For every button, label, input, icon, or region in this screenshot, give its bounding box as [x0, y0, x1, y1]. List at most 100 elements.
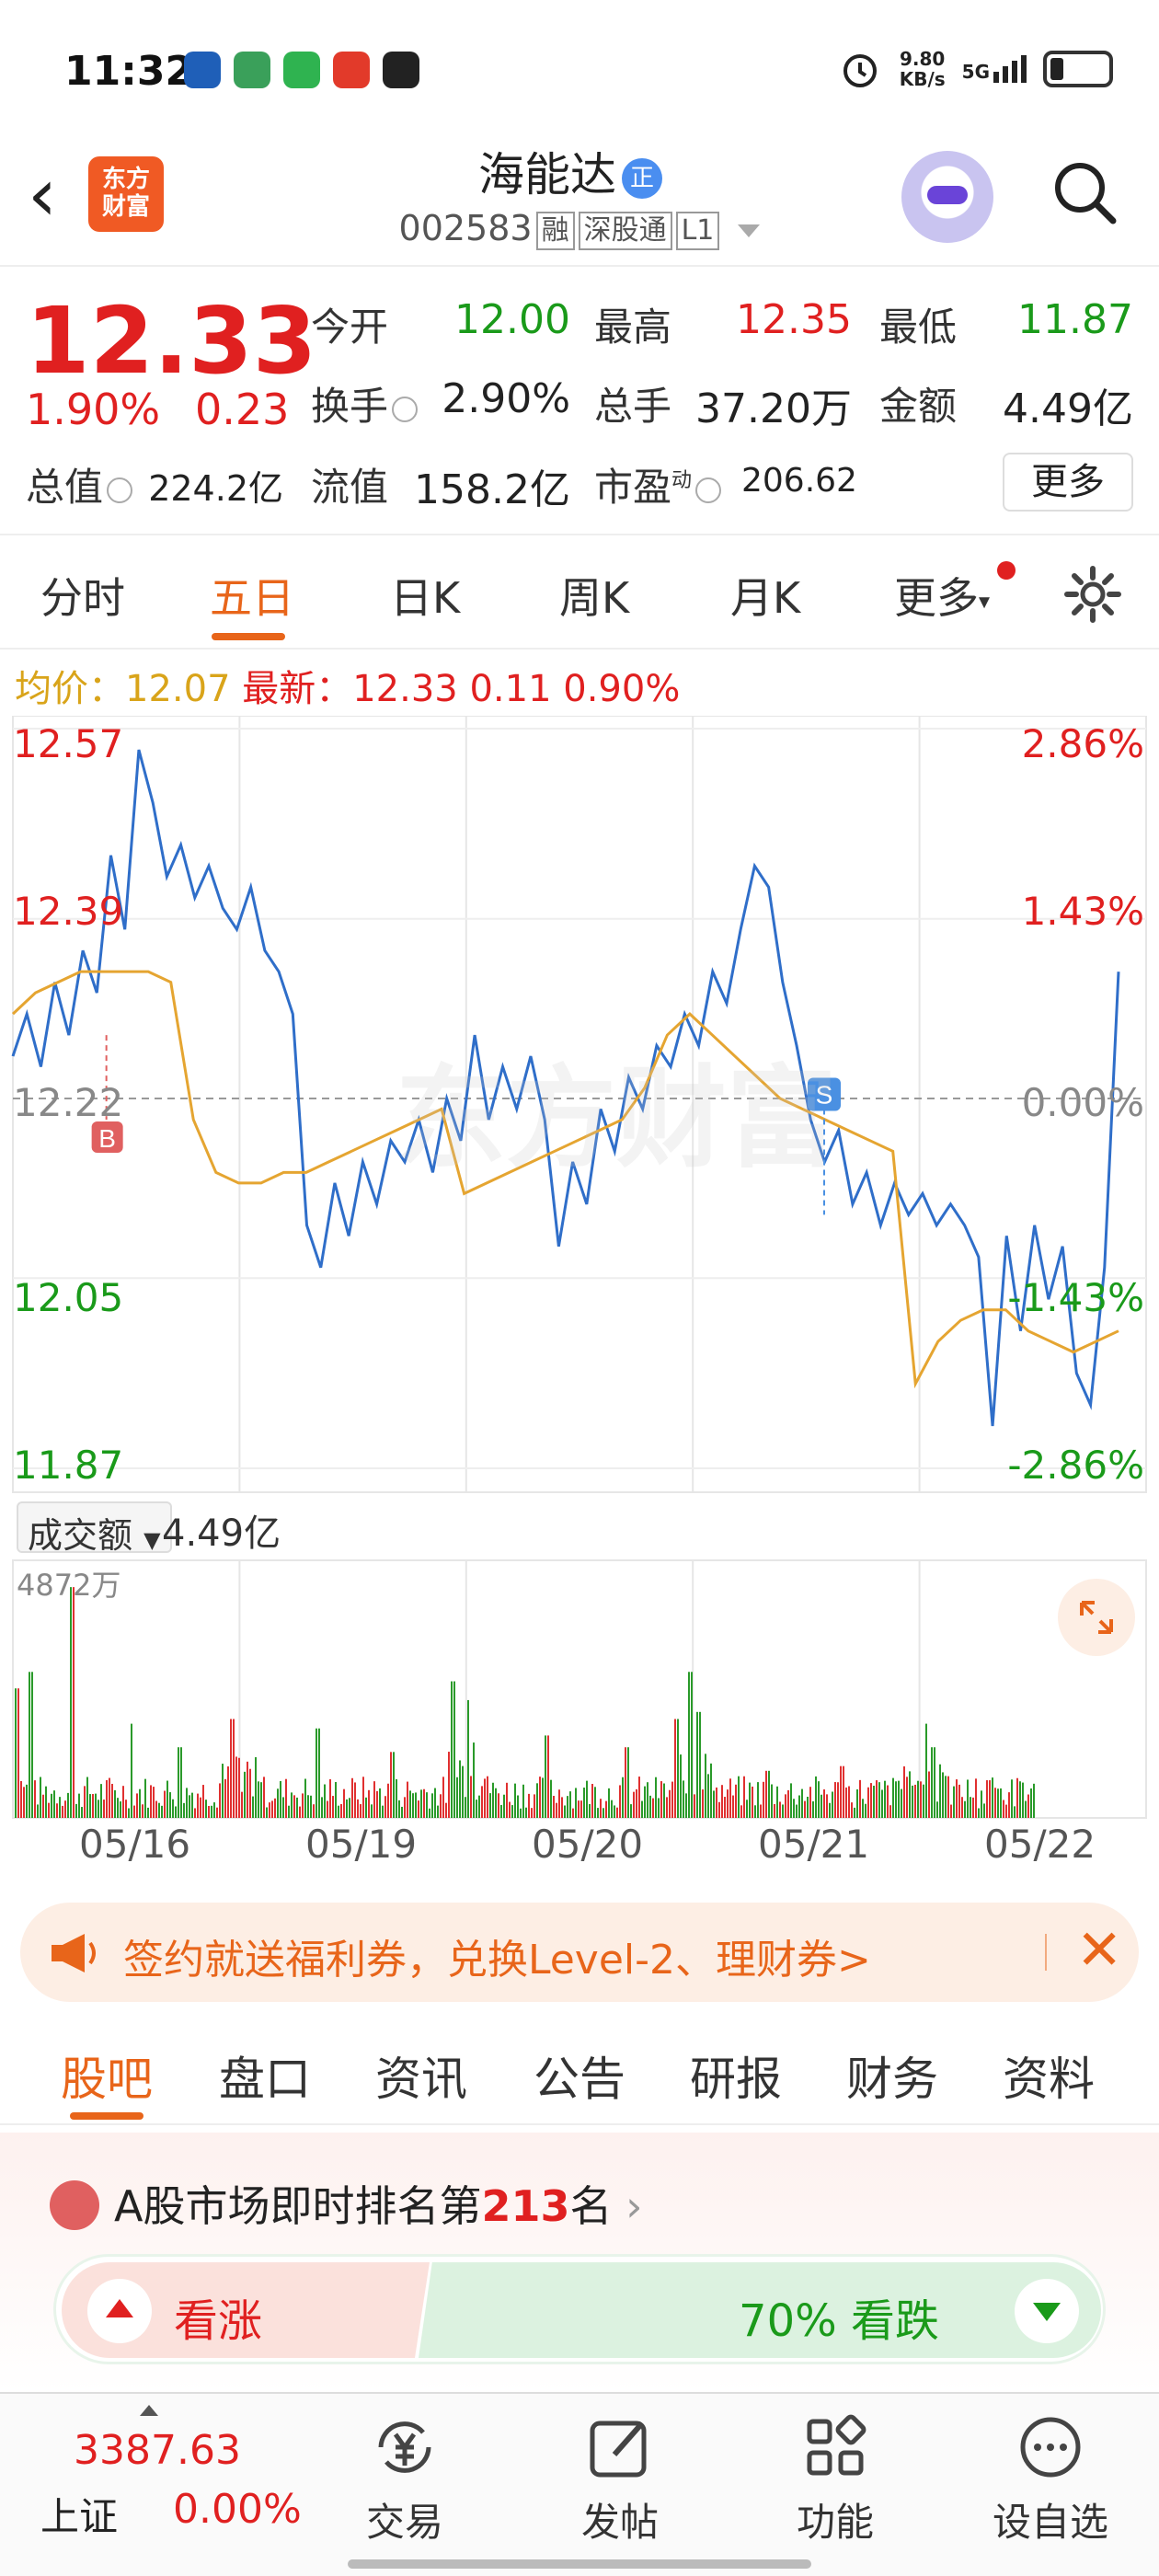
- volume-bar: [235, 1756, 237, 1818]
- status-app-icons: [184, 52, 419, 88]
- volume-bar: [796, 1804, 798, 1818]
- volume-bar: [51, 1793, 52, 1818]
- volume-bar: [707, 1774, 709, 1818]
- volume-bar: [889, 1805, 891, 1818]
- tab-forum[interactable]: 股吧: [61, 2053, 153, 2106]
- tab-profile[interactable]: 资料: [1003, 2053, 1095, 2106]
- gear-icon[interactable]: [1063, 565, 1122, 624]
- nav-functions[interactable]: 功能: [771, 2410, 900, 2547]
- volume-bar: [365, 1797, 367, 1818]
- tab-news[interactable]: 资讯: [375, 2053, 467, 2106]
- volume-bar: [200, 1797, 201, 1818]
- volume-bar: [100, 1784, 102, 1818]
- tab-weekly-k[interactable]: 周K: [559, 573, 630, 623]
- volume-bar: [362, 1777, 364, 1818]
- volume-bar: [465, 1797, 466, 1818]
- info-icon[interactable]: [392, 396, 419, 422]
- volume-bar: [567, 1796, 568, 1818]
- volume-bar: [172, 1799, 174, 1818]
- volume-bar: [318, 1728, 320, 1818]
- volume-bar: [31, 1672, 33, 1818]
- volume-bar: [694, 1794, 695, 1818]
- volume-bar: [790, 1783, 792, 1818]
- assistant-robot-icon[interactable]: [901, 151, 993, 243]
- volume-bar: [807, 1796, 809, 1818]
- volume-bar: [296, 1797, 298, 1818]
- volume-bar: [158, 1802, 160, 1818]
- volume-bar: [958, 1784, 960, 1818]
- volume-bar: [484, 1778, 486, 1818]
- volume-bar: [164, 1790, 166, 1818]
- bull-button[interactable]: 看涨: [62, 2262, 430, 2358]
- volume-bar: [205, 1800, 207, 1818]
- tab-orderbook[interactable]: 盘口: [219, 2053, 311, 2106]
- volume-bar: [183, 1802, 185, 1818]
- tab-five-day[interactable]: 五日: [210, 573, 294, 623]
- volume-bar: [589, 1803, 591, 1818]
- volume-bar: [396, 1778, 397, 1818]
- volume-bar: [602, 1808, 604, 1818]
- volume-bar: [931, 1747, 933, 1818]
- volume-bar: [517, 1795, 519, 1818]
- volume-bar: [393, 1752, 395, 1818]
- volume-bar: [622, 1777, 624, 1818]
- change-percent: 1.90%: [26, 385, 161, 434]
- volume-bar: [558, 1789, 560, 1818]
- volume-bar: [37, 1804, 39, 1818]
- volume-bar: [572, 1808, 574, 1818]
- tab-daily-k[interactable]: 日K: [390, 573, 461, 623]
- current-price: 12.33: [26, 287, 317, 395]
- volume-bar: [78, 1793, 80, 1818]
- bear-button[interactable]: 70% 看跌: [419, 2262, 1101, 2358]
- volume-bar: [873, 1785, 875, 1818]
- active-subtab-indicator: [70, 2112, 143, 2120]
- stock-subtitle[interactable]: 002583 融深股通 L1: [0, 208, 1159, 250]
- volume-bar: [630, 1804, 632, 1818]
- volume-bar: [876, 1780, 878, 1818]
- info-icon[interactable]: [107, 477, 133, 503]
- close-icon[interactable]: ✕: [1076, 1918, 1123, 1983]
- volume-bar: [843, 1765, 844, 1818]
- expand-icon[interactable]: [1058, 1579, 1135, 1656]
- info-icon[interactable]: [695, 477, 722, 503]
- promo-banner[interactable]: 签约就送福利券，兑换Level-2、理财券> ✕: [20, 1903, 1139, 2002]
- volume-bar: [288, 1805, 290, 1818]
- x-tick-label: 05/20: [532, 1822, 644, 1867]
- volume-bar: [749, 1782, 751, 1818]
- volume-bar: [942, 1772, 944, 1818]
- back-button[interactable]: ‹: [28, 152, 57, 237]
- tab-intraday[interactable]: 分时: [40, 573, 125, 623]
- volume-bar: [398, 1800, 400, 1818]
- more-quote-button[interactable]: 更多: [1003, 453, 1133, 512]
- volume-bar: [575, 1788, 577, 1818]
- nav-add-watchlist[interactable]: 设自选: [986, 2410, 1115, 2547]
- qq-icon: [383, 52, 419, 88]
- volume-bar: [534, 1794, 535, 1818]
- volume-bar: [691, 1672, 693, 1818]
- eastmoney-logo[interactable]: 东方 财富: [88, 156, 164, 232]
- volume-bar: [545, 1735, 546, 1818]
- volume-bar: [892, 1777, 894, 1818]
- volume-indicator-select[interactable]: 成交额 ▼: [17, 1501, 172, 1556]
- volume-bar: [898, 1780, 900, 1818]
- volume-bar: [666, 1797, 668, 1818]
- volume-bar: [752, 1786, 753, 1818]
- price-line: [11, 749, 1120, 1427]
- tab-more[interactable]: 更多▾: [894, 573, 991, 623]
- price-summary-line: 均价：12.07 最新：12.33 0.11 0.90%: [15, 668, 681, 710]
- volume-bar: [194, 1808, 196, 1818]
- search-icon[interactable]: [1049, 156, 1122, 230]
- volume-bar: [716, 1787, 717, 1818]
- nav-trade[interactable]: 交易: [340, 2410, 469, 2547]
- float-cap-label: 流值: [311, 465, 389, 510]
- nav-post[interactable]: 发帖: [556, 2410, 684, 2547]
- tab-financials[interactable]: 财务: [846, 2053, 938, 2106]
- tab-research[interactable]: 研报: [690, 2053, 782, 2106]
- tab-announcements[interactable]: 公告: [534, 2053, 625, 2106]
- tab-monthly-k[interactable]: 月K: [730, 573, 801, 623]
- volume-bar: [321, 1797, 323, 1818]
- volume-bar: [912, 1785, 913, 1818]
- market-rank-link[interactable]: A股市场即时排名第213名 ›: [114, 2181, 643, 2231]
- volume-bar: [878, 1782, 880, 1818]
